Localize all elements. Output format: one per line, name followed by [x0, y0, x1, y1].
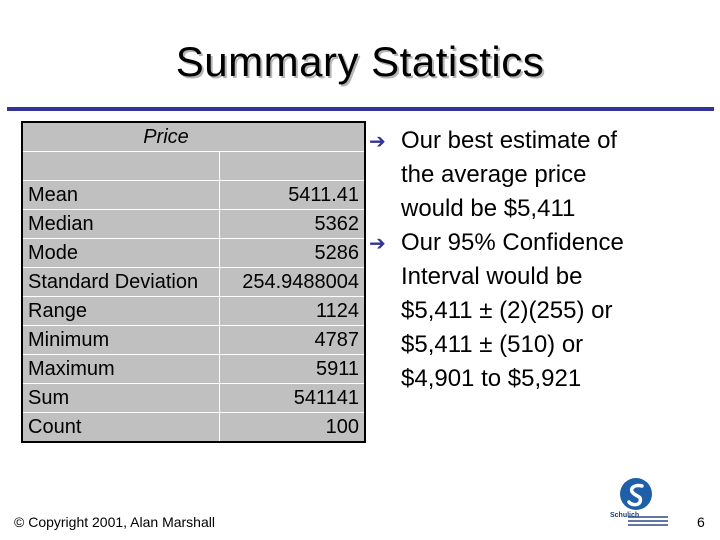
- schulich-logo: Schulich: [606, 478, 670, 530]
- row-label: Standard Deviation: [21, 267, 220, 297]
- row-label: Minimum: [21, 325, 220, 355]
- table-header-cell: Price: [21, 122, 366, 152]
- row-label: Range: [21, 296, 220, 326]
- row-label: Maximum: [21, 354, 220, 384]
- table-row: Mode 5286: [21, 238, 366, 268]
- bullet-list: ➔ Our best estimate of the average price…: [369, 124, 714, 396]
- row-value: 5362: [219, 209, 366, 239]
- logo-wordmark: Schulich: [610, 512, 640, 519]
- row-label: Mean: [21, 180, 220, 210]
- table-blank-row: [21, 151, 366, 181]
- bullet-line: $5,411 ± (2)(255) or: [401, 297, 613, 324]
- row-label: Median: [21, 209, 220, 239]
- bullet-line: Our 95% Confidence: [401, 229, 624, 256]
- table-cell-blank: [21, 151, 220, 181]
- row-label: Mode: [21, 238, 220, 268]
- row-value: 5286: [219, 238, 366, 268]
- row-label: Count: [21, 412, 220, 443]
- bullet-line: Interval would be: [401, 263, 583, 290]
- logo-subtext: [628, 516, 668, 528]
- bullet-item: ➔ Our best estimate of the average price…: [369, 124, 714, 226]
- copyright-footer: © Copyright 2001, Alan Marshall: [14, 514, 215, 530]
- bullet-line: $4,901 to $5,921: [401, 365, 582, 392]
- row-value: 5411.41: [219, 180, 366, 210]
- summary-statistics-table: Price Mean 5411.41 Median 5362 Mode 5286…: [21, 121, 366, 443]
- table-row: Mean 5411.41: [21, 180, 366, 210]
- table-row: Sum 541141: [21, 383, 366, 413]
- table-row: Minimum 4787: [21, 325, 366, 355]
- bullet-line: Our best estimate of: [401, 127, 618, 154]
- right-arrow-icon: ➔: [369, 129, 386, 153]
- table-row: Median 5362: [21, 209, 366, 239]
- row-value: 4787: [219, 325, 366, 355]
- table-row: Standard Deviation 254.9488004: [21, 267, 366, 297]
- table-cell-blank: [219, 151, 366, 181]
- slide-title: Summary Statistics: [175, 38, 545, 85]
- bullet-line: $5,411 ± (510) or: [401, 331, 584, 358]
- bullet-line: the average price: [401, 161, 587, 188]
- row-value: 541141: [219, 383, 366, 413]
- title-divider: [7, 107, 714, 111]
- table-header-row: Price: [21, 122, 366, 152]
- table-row: Range 1124: [21, 296, 366, 326]
- row-value: 5911: [219, 354, 366, 384]
- bullet-item: ➔ Our 95% Confidence Interval would be $…: [369, 226, 714, 396]
- table-row: Count 100: [21, 412, 366, 443]
- row-value: 1124: [219, 296, 366, 326]
- row-label: Sum: [21, 383, 220, 413]
- page-number: 6: [697, 514, 705, 530]
- logo-emblem-icon: [620, 478, 652, 510]
- right-arrow-icon: ➔: [369, 231, 386, 255]
- row-value: 100: [219, 412, 366, 443]
- table-row: Maximum 5911: [21, 354, 366, 384]
- row-value: 254.9488004: [219, 267, 366, 297]
- bullet-line: would be $5,411: [401, 195, 576, 222]
